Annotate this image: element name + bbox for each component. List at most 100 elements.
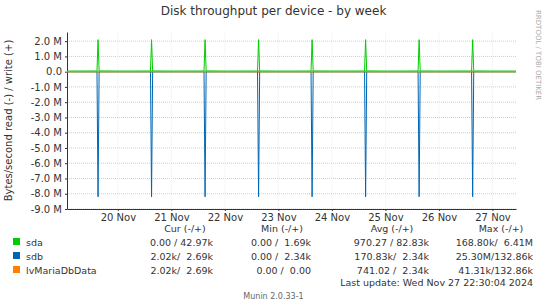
tick: -1.0 M bbox=[31, 82, 67, 93]
plot-lines bbox=[67, 40, 516, 197]
series-line bbox=[67, 71, 516, 72]
tick-mark bbox=[65, 163, 67, 164]
tick-mark bbox=[65, 178, 67, 179]
grid-line bbox=[67, 132, 516, 133]
legend-stat: 0.00 / 2.34k bbox=[251, 251, 312, 262]
tick-mark bbox=[65, 209, 67, 210]
legend-stat: 2.02k/ 2.69k bbox=[150, 265, 213, 276]
tick-label: -2.0 M bbox=[31, 97, 62, 108]
tick-label: -4.0 M bbox=[31, 127, 62, 138]
legend-stat: 970.27 / 82.83k bbox=[354, 237, 430, 248]
plot-area bbox=[67, 32, 516, 209]
tick-label: 22 Nov bbox=[208, 212, 244, 223]
grid-line bbox=[67, 147, 516, 148]
generator: Munin 2.0.33-1 bbox=[243, 292, 303, 301]
legend-header: Avg (-/+) bbox=[371, 223, 414, 234]
legend-label: sda bbox=[26, 237, 43, 248]
tick-mark bbox=[65, 194, 67, 195]
series-line bbox=[67, 71, 516, 72]
legend-stat: 170.83k/ 2.34k bbox=[354, 251, 429, 262]
tick-mark bbox=[171, 209, 172, 211]
tick: 21 Nov bbox=[154, 209, 190, 223]
grid-line bbox=[67, 178, 516, 179]
tick-mark bbox=[65, 148, 67, 149]
legend-stat: 168.80k/ 6.41M bbox=[456, 237, 533, 248]
series-line bbox=[67, 71, 516, 73]
legend-swatch bbox=[13, 252, 20, 259]
title: Disk throughput per device - by week bbox=[161, 4, 387, 18]
legend: Cur (-/+)Min (-/+)Avg (-/+)Max (-/+)sda0… bbox=[13, 223, 533, 276]
tick-label: -1.0 M bbox=[31, 82, 62, 93]
tick: 24 Nov bbox=[315, 209, 351, 223]
tick-mark bbox=[65, 56, 67, 57]
grid-line bbox=[67, 163, 516, 164]
tick: 23 Nov bbox=[261, 209, 297, 223]
tick: 2.0 M bbox=[34, 36, 67, 47]
legend-stat: 741.02 / 2.34k bbox=[357, 265, 430, 276]
tick-label: 26 Nov bbox=[422, 212, 458, 223]
tick: -7.0 M bbox=[31, 173, 67, 184]
tick: -6.0 M bbox=[31, 158, 67, 169]
tick: -4.0 M bbox=[31, 127, 67, 138]
legend-stat: 25.30M/132.86k bbox=[456, 251, 534, 262]
grid-line bbox=[67, 86, 516, 87]
legend-stat: 41.31k/132.86k bbox=[458, 265, 533, 276]
tick-label: -3.0 M bbox=[31, 112, 62, 123]
legend-stat: 0.00 / 42.97k bbox=[150, 237, 214, 248]
tick-label: 1.0 M bbox=[34, 51, 62, 62]
tick-mark bbox=[332, 209, 333, 211]
legend-stat: 2.02k/ 2.69k bbox=[150, 251, 213, 262]
y-axis-title: Bytes/second read (-) / write (+) bbox=[3, 40, 14, 202]
tick-mark bbox=[439, 209, 440, 211]
tick-label: -7.0 M bbox=[31, 173, 62, 184]
grid-line bbox=[278, 32, 279, 209]
legend-label: sdb bbox=[26, 251, 43, 262]
tick-mark bbox=[225, 209, 226, 211]
axis-line bbox=[67, 33, 68, 210]
tick-label: 27 Nov bbox=[475, 212, 511, 223]
grid-line bbox=[67, 117, 516, 118]
series-line bbox=[67, 71, 516, 72]
tick: 20 Nov bbox=[101, 209, 137, 223]
grid-line bbox=[224, 32, 225, 209]
tick: 26 Nov bbox=[422, 209, 458, 223]
legend-swatch bbox=[13, 266, 20, 273]
grid-line bbox=[171, 32, 172, 209]
tick: 1.0 M bbox=[34, 51, 67, 62]
tick: 27 Nov bbox=[475, 209, 511, 223]
series-line bbox=[67, 72, 516, 197]
tick-label: 21 Nov bbox=[154, 212, 190, 223]
tick-label: 0.0 bbox=[46, 66, 62, 77]
grid-line bbox=[331, 32, 332, 209]
tick-label: 2.0 M bbox=[34, 36, 62, 47]
y-axis: 2.0 M 1.0 M 0.0 -1.0 M -2.0 M -3.0 M -4.0 M -5.… bbox=[31, 33, 68, 215]
tick-label: 25 Nov bbox=[368, 212, 404, 223]
tick: -3.0 M bbox=[31, 112, 67, 123]
tick-label: -9.0 M bbox=[31, 204, 62, 215]
tick-mark bbox=[492, 209, 493, 211]
grid-line bbox=[385, 32, 386, 209]
x-axis: 20 Nov 21 Nov 22 Nov 23 Nov 24 Nov 25 Nov 26 N… bbox=[68, 209, 517, 223]
tick-mark bbox=[278, 209, 279, 211]
tick-mark bbox=[65, 117, 67, 118]
tick-mark bbox=[118, 209, 119, 211]
last-update: Last update: Wed Nov 27 22:30:04 2024 bbox=[340, 277, 533, 288]
tick-mark bbox=[65, 133, 67, 134]
chart: Disk throughput per device - by week Byte… bbox=[0, 0, 547, 304]
tick-mark bbox=[65, 72, 67, 73]
tick: 22 Nov bbox=[208, 209, 244, 223]
tick-label: 23 Nov bbox=[261, 212, 297, 223]
tick-label: 20 Nov bbox=[101, 212, 137, 223]
grid-line bbox=[67, 209, 516, 210]
tick-label: -5.0 M bbox=[31, 143, 62, 154]
tick-mark bbox=[65, 102, 67, 103]
legend-label: lvMariaDbData bbox=[26, 265, 97, 276]
tick-mark bbox=[385, 209, 386, 211]
series-line bbox=[67, 40, 516, 71]
tick-mark bbox=[65, 87, 67, 88]
tick-label: -6.0 M bbox=[31, 158, 62, 169]
grid bbox=[67, 32, 516, 209]
grid-line bbox=[117, 32, 118, 209]
tick-label: -8.0 M bbox=[31, 188, 62, 199]
tick: -9.0 M bbox=[31, 204, 67, 215]
